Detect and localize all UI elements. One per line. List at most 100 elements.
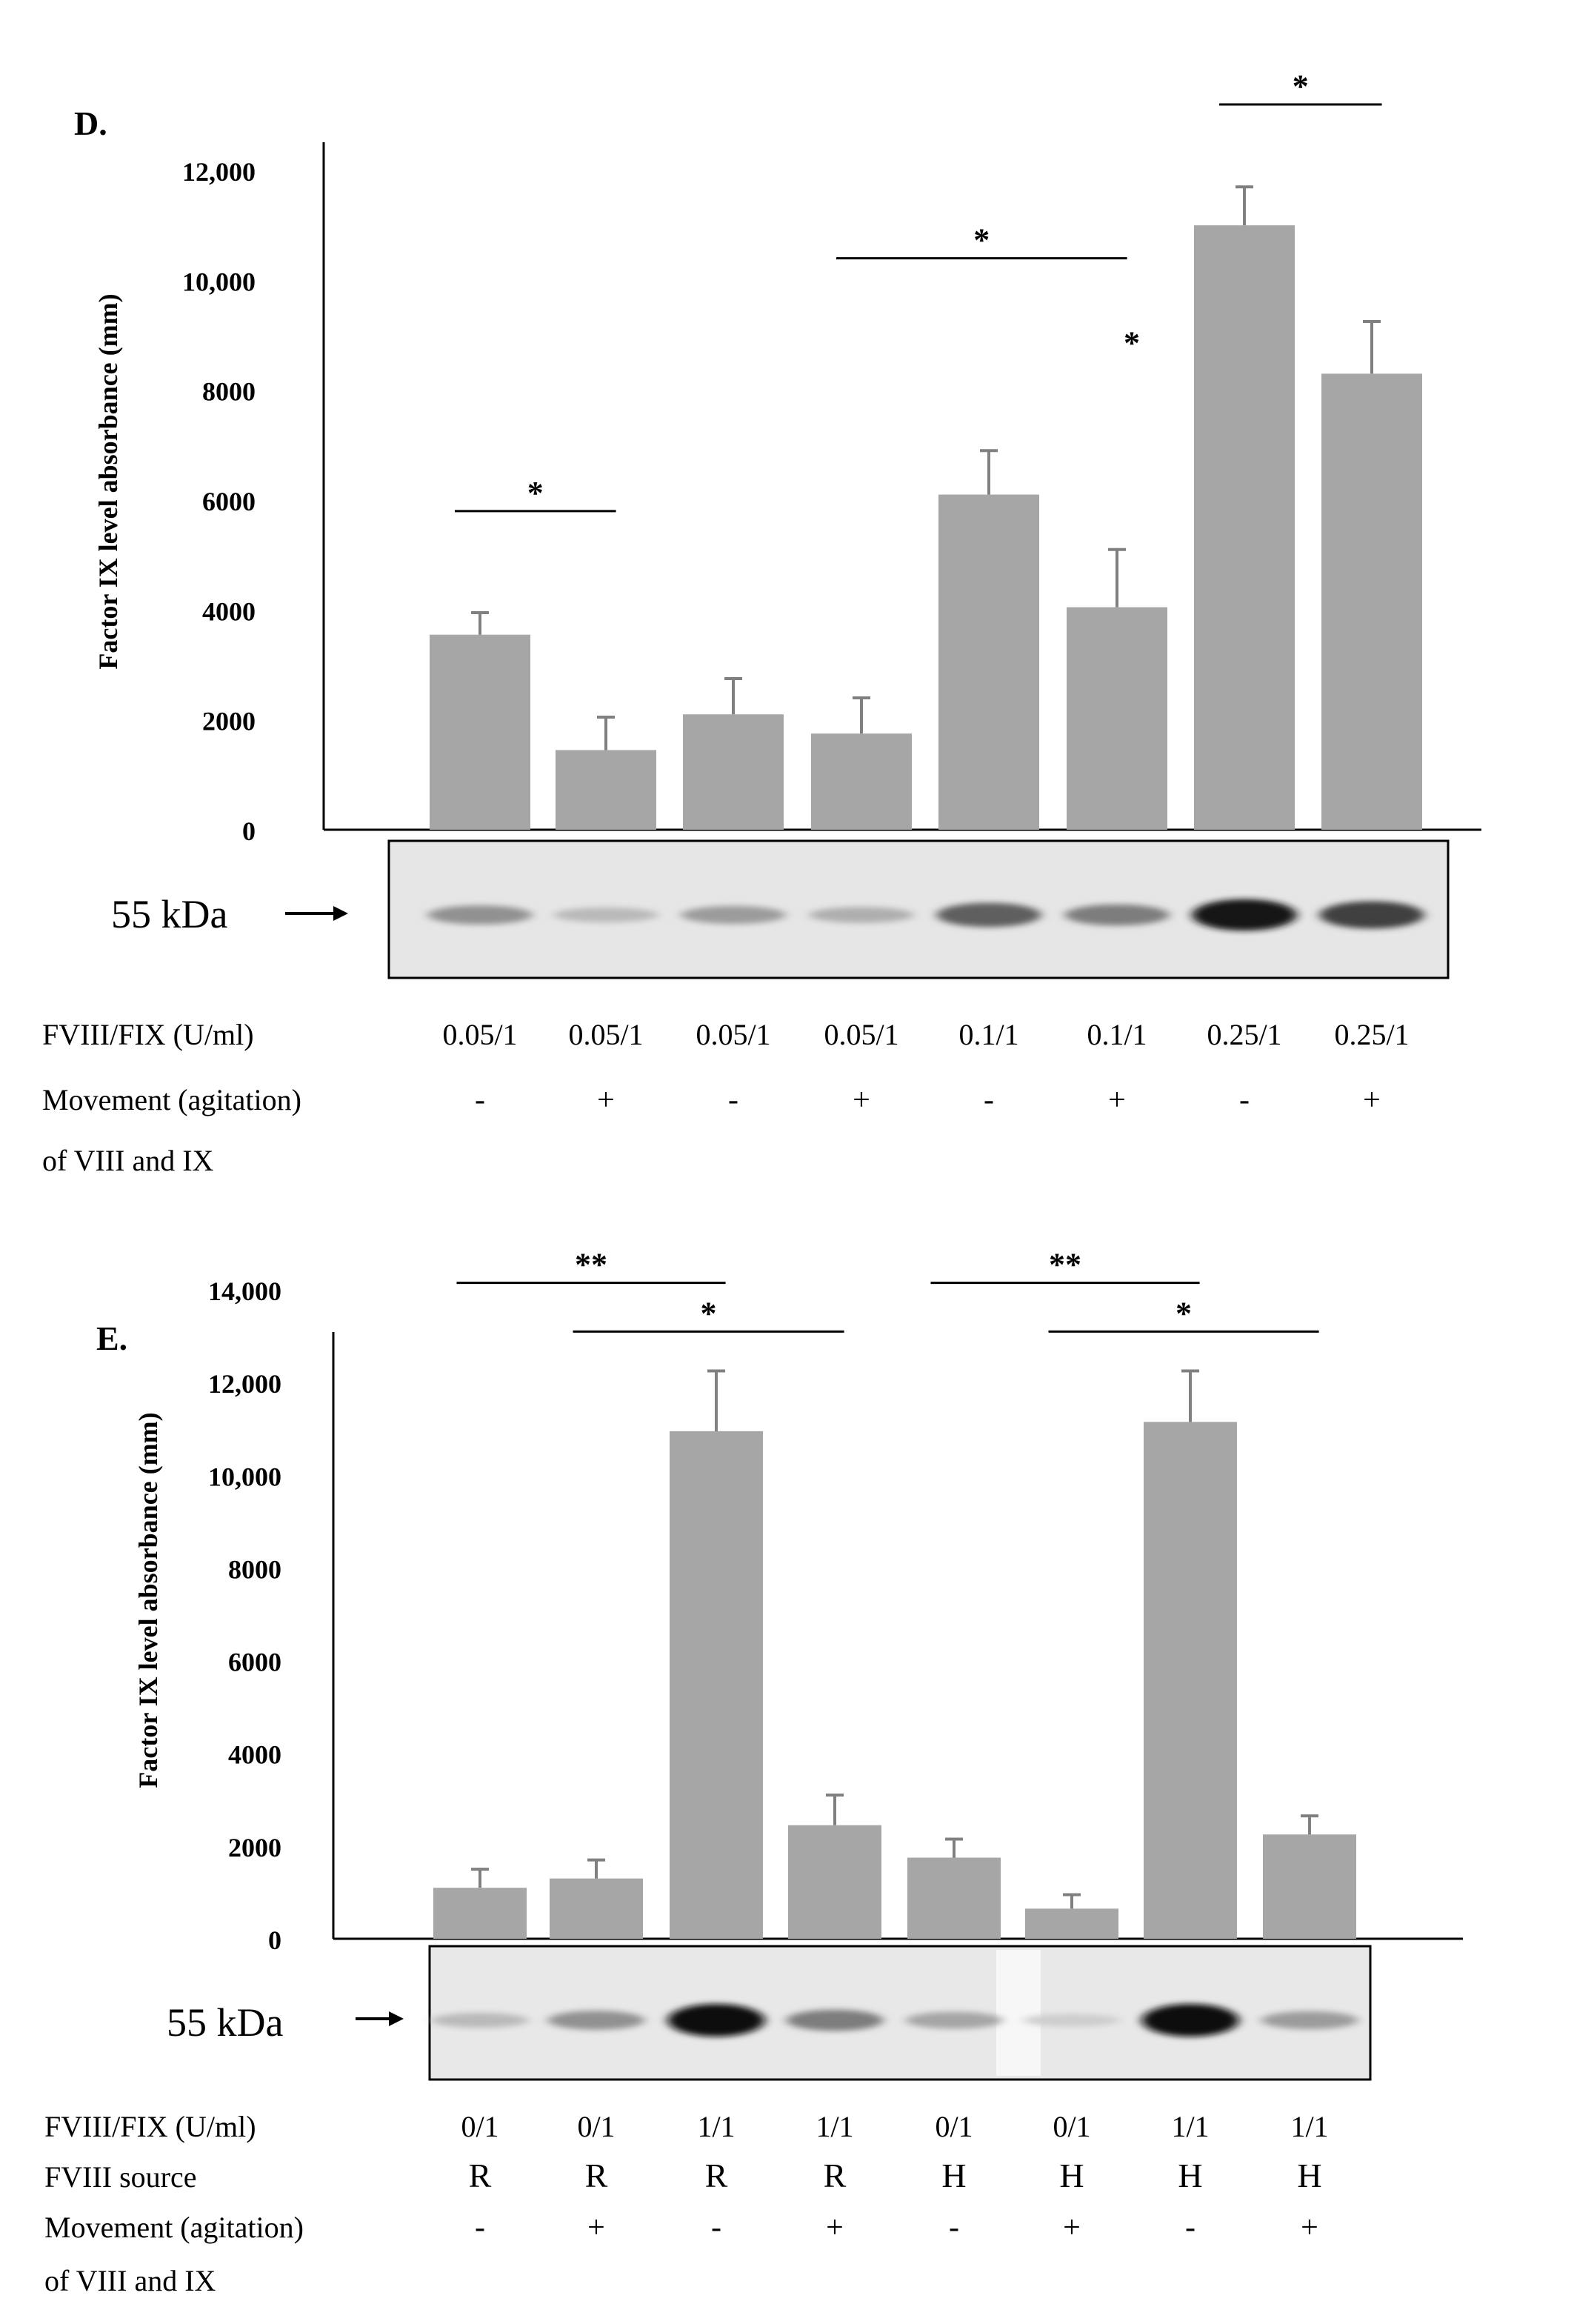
ratio-value: 1/1 (697, 2110, 735, 2143)
panel-e-significance: ****** (456, 1247, 1319, 1333)
bar (1321, 373, 1422, 830)
y-tick-label: 6000 (202, 487, 256, 516)
blot-band (681, 905, 786, 925)
source-value: R (705, 2157, 728, 2194)
panel-d-movement-row-label-2: of VIII and IX (42, 1144, 214, 1177)
blot-band (1023, 2014, 1121, 2027)
ratio-value: 0.25/1 (1334, 1018, 1409, 1051)
bar (1194, 225, 1295, 830)
panel-e-label: E. (96, 1319, 127, 1357)
blot-band (786, 2009, 884, 2031)
blot-band (809, 907, 914, 923)
blot-band (936, 902, 1041, 928)
movement-value: - (949, 2211, 959, 2245)
panel-e-bars (433, 1369, 1356, 1939)
significance-marker: ** (1049, 1247, 1081, 1283)
significance-marker: * (527, 475, 544, 511)
source-value: H (1059, 2157, 1084, 2194)
panel-e-blot-label: 55 kDa (167, 2000, 283, 2045)
panel-e-blot-bands (431, 2004, 1358, 2037)
panel-e-blot-light-streak (996, 1950, 1041, 2076)
ratio-value: 0.05/1 (568, 1018, 643, 1051)
ratio-value: 0.1/1 (1087, 1018, 1147, 1051)
movement-value: + (587, 2211, 605, 2245)
movement-value: + (853, 1083, 870, 1117)
y-tick-label: 6000 (228, 1648, 281, 1677)
bar (556, 750, 656, 830)
movement-value: + (1063, 2211, 1081, 2245)
panel-d-movement-row-label: Movement (agitation) (42, 1083, 301, 1116)
significance-marker: * (1293, 68, 1309, 104)
y-tick-label: 14,000 (208, 1276, 281, 1306)
y-tick-label: 12,000 (182, 157, 256, 187)
movement-value: - (475, 1083, 485, 1117)
panel-d-y-axis-label: Factor IX level absorbance (mm) (93, 293, 123, 669)
bar (788, 1825, 881, 1939)
significance-marker: * (1176, 1295, 1192, 1331)
movement-value: - (711, 2211, 721, 2245)
blot-band (553, 907, 658, 923)
movement-value: + (1301, 2211, 1318, 2245)
y-tick-label: 0 (268, 1925, 281, 1955)
panel-d-condition-rows: 0.05/1 0.05/1 0.05/1 0.05/1 0.1/1 0.1/1 0.25/1… (442, 1018, 1409, 1117)
bar (1067, 607, 1167, 830)
movement-value: + (1108, 1083, 1126, 1117)
blot-band (1319, 901, 1424, 929)
blot-band (1141, 2004, 1239, 2037)
y-tick-label: 2000 (228, 1833, 281, 1862)
bar (670, 1431, 763, 1939)
blot-band (427, 905, 533, 925)
panel-d-blot-label: 55 kDa (111, 892, 227, 936)
bar (433, 1888, 527, 1939)
bar (1263, 1834, 1356, 1939)
significance-marker: * (701, 1295, 717, 1331)
bar (683, 714, 784, 830)
panel-d: D. Factor IX level absorbance (mm) 0 2000… (42, 68, 1481, 1177)
movement-value: + (597, 1083, 615, 1117)
blot-band (1261, 2011, 1358, 2030)
ratio-value: 1/1 (1171, 2110, 1209, 2143)
ratio-value: 0.05/1 (696, 1018, 770, 1051)
blot-band (547, 2011, 645, 2030)
panel-d-bars (430, 185, 1422, 830)
blot-band (667, 2004, 765, 2037)
bar (1144, 1422, 1237, 1939)
y-tick-label: 10,000 (208, 1462, 281, 1491)
y-tick-label: 8000 (228, 1554, 281, 1584)
panel-e-condition-rows: 0/1 0/1 1/1 1/1 0/1 0/1 1/1 1/1 R R R R H H H H - + - + - + - + (461, 2110, 1328, 2245)
ratio-value: 1/1 (816, 2110, 853, 2143)
bar (550, 1878, 643, 1939)
blot-band (905, 2011, 1003, 2029)
movement-value: - (1239, 1083, 1250, 1117)
blot-band (1192, 899, 1297, 931)
panel-e: E. Factor IX level absorbance (mm) 0 2000… (44, 1247, 1463, 2297)
movement-value: - (1185, 2211, 1195, 2245)
bar (1025, 1908, 1118, 1939)
source-value: H (941, 2157, 966, 2194)
ratio-value: 0/1 (461, 2110, 498, 2143)
panel-d-significance: ****** (455, 68, 1382, 513)
movement-value: - (984, 1083, 994, 1117)
source-value: H (1178, 2157, 1202, 2194)
panel-e-y-axis-label: Factor IX level absorbance (mm) (133, 1412, 163, 1788)
y-tick-label: 2000 (202, 707, 256, 736)
source-value: R (469, 2157, 492, 2194)
panel-d-ratio-row-label: FVIII/FIX (U/ml) (42, 1018, 254, 1051)
source-value: R (585, 2157, 608, 2194)
y-tick-label: 4000 (228, 1740, 281, 1770)
ratio-value: 0.05/1 (442, 1018, 517, 1051)
bar (430, 634, 530, 830)
y-tick-label: 8000 (202, 377, 256, 407)
panel-d-arrow-head-icon (333, 906, 348, 921)
y-tick-label: 12,000 (208, 1369, 281, 1399)
ratio-value: 0/1 (1053, 2110, 1090, 2143)
significance-marker: ** (575, 1247, 607, 1283)
blot-band (1064, 904, 1170, 926)
panel-e-arrow-head-icon (389, 2011, 404, 2026)
source-value: R (824, 2157, 847, 2194)
panel-e-source-row-label: FVIII source (44, 2160, 197, 2194)
significance-marker: * (973, 222, 990, 259)
ratio-value: 0/1 (935, 2110, 973, 2143)
panel-e-movement-row-label-2: of VIII and IX (44, 2264, 216, 2297)
ratio-value: 1/1 (1290, 2110, 1328, 2143)
